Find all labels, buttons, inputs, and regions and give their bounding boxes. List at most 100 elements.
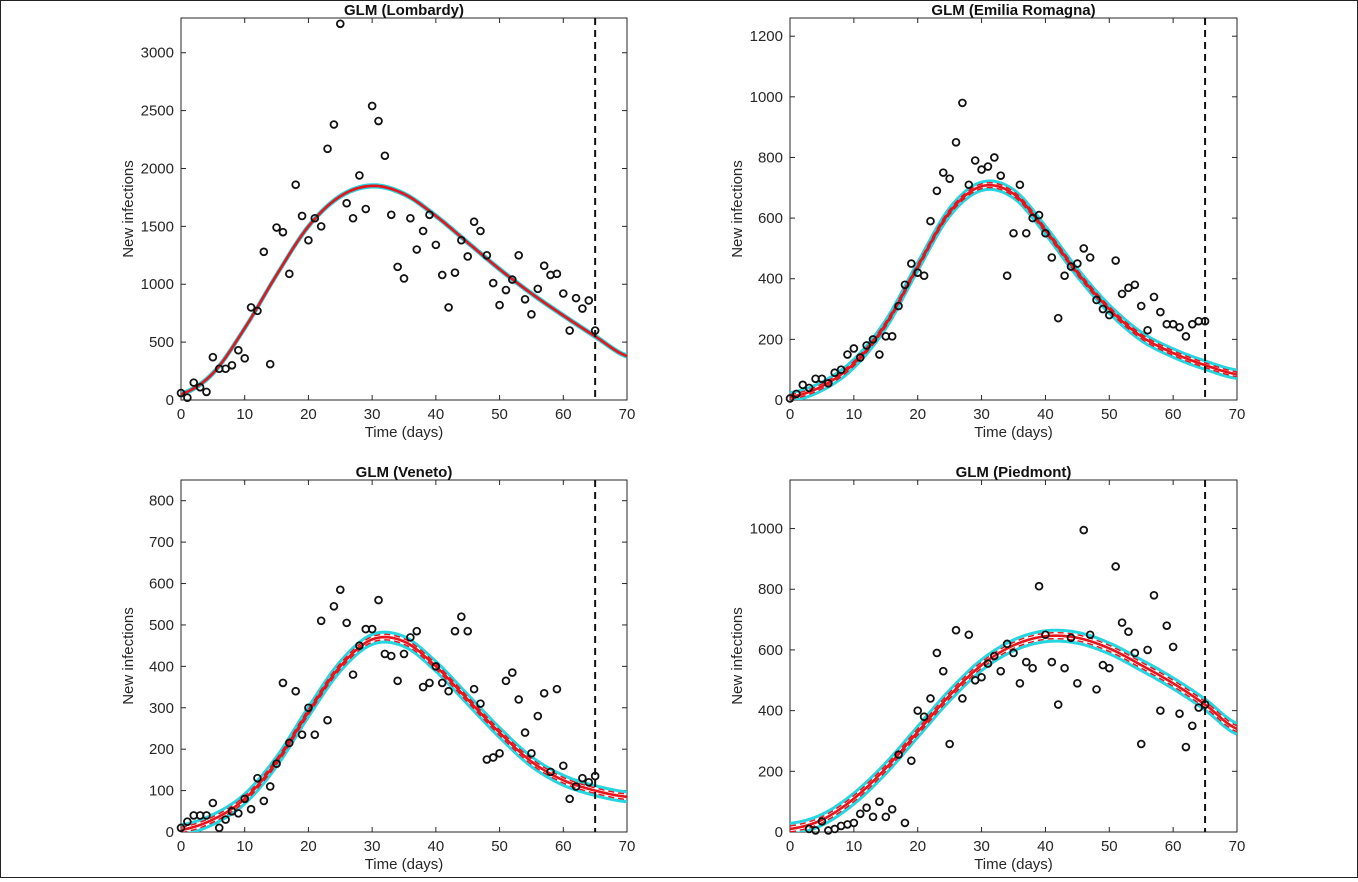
data-point	[412, 626, 422, 636]
data-point	[253, 773, 262, 783]
data-point	[862, 341, 871, 350]
data-point	[195, 382, 205, 392]
data-point	[501, 676, 511, 686]
data-point	[571, 782, 581, 791]
data-point	[437, 678, 447, 688]
y-tick-label: 400	[758, 703, 783, 720]
y-tick-label: 2500	[141, 103, 174, 120]
data-point	[476, 226, 485, 236]
data-point	[1104, 310, 1114, 320]
data-point	[932, 648, 942, 658]
data-point	[418, 682, 428, 692]
data-point	[202, 387, 211, 397]
data-point	[539, 261, 549, 271]
x-axis-label: Time (days)	[365, 856, 444, 873]
data-point	[406, 213, 415, 223]
x-tick-label: 70	[1229, 838, 1246, 855]
data-point	[932, 186, 942, 196]
chart-title: GLM (Piedmont)	[956, 464, 1072, 481]
x-tick-label: 40	[428, 406, 445, 423]
data-point	[1136, 301, 1146, 311]
data-point	[855, 809, 865, 819]
plot-content	[181, 183, 627, 397]
y-axis-label: New infections	[729, 607, 746, 705]
data-point	[571, 293, 581, 303]
data-point	[913, 706, 923, 715]
data-point	[1021, 657, 1031, 667]
data-point	[938, 168, 948, 177]
data-point	[951, 138, 961, 147]
x-tick-label: 30	[973, 838, 990, 855]
data-point	[450, 626, 460, 636]
data-point	[469, 217, 479, 227]
data-point	[202, 811, 211, 820]
x-tick-label: 0	[177, 838, 185, 855]
data-point	[945, 739, 954, 749]
x-axis-label: Time (days)	[974, 424, 1053, 441]
y-tick-label: 400	[758, 271, 783, 288]
data-point	[272, 223, 281, 232]
x-tick-label: 0	[786, 838, 794, 855]
data-point	[945, 174, 954, 183]
x-tick-label: 30	[364, 838, 381, 855]
data-point	[285, 269, 294, 279]
data-point	[323, 715, 332, 725]
data-point	[386, 651, 396, 661]
data-point	[996, 666, 1006, 676]
data-point	[208, 352, 218, 362]
data-point	[189, 378, 199, 387]
x-tick-label: 50	[491, 406, 508, 423]
data-point	[983, 659, 993, 668]
data-point	[1015, 180, 1025, 190]
data-point	[374, 116, 383, 126]
data-point	[469, 684, 479, 694]
data-point	[1034, 210, 1044, 220]
y-tick-label: 200	[149, 741, 174, 758]
data-point	[584, 778, 594, 787]
data-point	[495, 749, 504, 758]
data-point	[520, 294, 530, 304]
data-point	[1015, 679, 1025, 688]
x-tick-label: 60	[555, 406, 572, 423]
chart-title: GLM (Emilia Romagna)	[931, 2, 1095, 19]
y-axis-label: New infections	[120, 607, 137, 705]
data-point	[176, 823, 186, 833]
data-point	[990, 651, 999, 661]
x-tick-label: 60	[555, 838, 572, 855]
data-point	[900, 818, 910, 828]
data-point	[348, 670, 358, 679]
x-tick-label: 0	[177, 406, 185, 423]
y-tick-label: 200	[758, 763, 783, 780]
data-point	[291, 686, 300, 696]
data-point	[584, 296, 594, 305]
data-point	[380, 151, 390, 161]
lower-bound-line	[181, 639, 627, 832]
data-point	[265, 782, 275, 791]
data-point	[1175, 322, 1184, 332]
data-point	[1162, 621, 1172, 630]
data-point	[463, 626, 473, 636]
data-point	[304, 703, 313, 713]
x-axis-label: Time (days)	[365, 424, 444, 441]
fit-line	[181, 184, 627, 396]
data-point	[1021, 228, 1031, 238]
data-point	[958, 694, 967, 703]
data-point	[1092, 685, 1101, 694]
data-point	[1124, 627, 1133, 637]
y-tick-label: 600	[758, 642, 783, 659]
data-point	[1188, 721, 1197, 731]
data-point	[894, 301, 903, 311]
data-point	[259, 796, 269, 806]
data-point	[495, 300, 504, 310]
data-point	[958, 98, 967, 108]
data-point	[964, 180, 974, 190]
data-point	[855, 353, 865, 362]
data-point	[964, 630, 974, 640]
y-tick-label: 400	[149, 658, 174, 675]
data-point	[1041, 630, 1050, 640]
x-tick-label: 40	[1037, 406, 1054, 423]
data-point	[1028, 663, 1037, 673]
data-point	[482, 251, 492, 260]
data-point	[887, 332, 897, 341]
